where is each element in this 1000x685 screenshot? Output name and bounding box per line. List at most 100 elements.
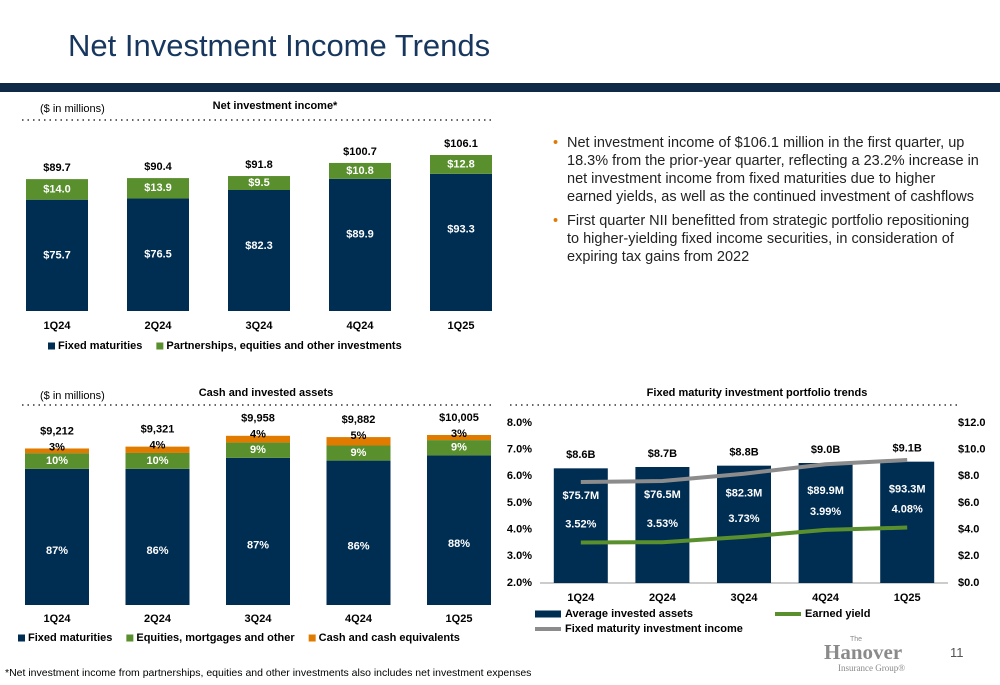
total-label: $100.7 (343, 146, 377, 158)
page-number: 11 (950, 645, 964, 660)
chart-subtitle: ($ in millions) (40, 390, 105, 402)
data-label: $8.7B (648, 448, 677, 460)
data-label: $9.5 (248, 177, 269, 189)
bar-segment (125, 468, 190, 605)
data-label: $89.9M (807, 485, 844, 497)
legend-label: Average invested assets (565, 608, 693, 620)
line (580, 458, 908, 484)
chart-title: Cash and invested assets (199, 387, 334, 399)
bar-segment (226, 442, 290, 458)
total-label: $106.1 (444, 138, 478, 150)
legend-label: Fixed maturities (28, 632, 112, 644)
bar-segment (26, 199, 88, 311)
logo-text: Hanover (824, 640, 903, 664)
bullet-list: Net investment income of $106.1 million … (553, 134, 983, 272)
data-label: $75.7 (43, 250, 71, 262)
line (580, 525, 908, 545)
data-label: $10.8 (346, 165, 374, 177)
chart-subtitle: ($ in millions) (40, 103, 105, 115)
data-label: 86% (146, 545, 168, 557)
data-label: $82.3 (245, 240, 273, 252)
data-label: 9% (351, 447, 367, 459)
data-label: 9% (451, 442, 467, 454)
total-label: $91.8 (245, 159, 273, 171)
legend-swatch (48, 342, 55, 350)
data-label: 3.99% (810, 506, 841, 518)
y2-tick-label: $2.0 (958, 550, 979, 562)
data-label: 87% (247, 539, 269, 551)
bar-segment (25, 448, 89, 454)
data-label: $89.9 (346, 229, 374, 241)
bar-segment (25, 468, 89, 605)
data-label: 88% (448, 538, 470, 550)
bar-segment (326, 437, 391, 446)
bar-segment (430, 155, 492, 174)
total-label: $9,212 (40, 425, 74, 437)
y-tick-label: 8.0% (507, 417, 532, 429)
data-label: $8.6B (566, 449, 595, 461)
y2-tick-label: $8.0 (958, 470, 979, 482)
legend-label: Equities, mortgages and other (136, 632, 295, 644)
y2-tick-label: $0.0 (958, 577, 979, 589)
bar-segment (430, 173, 492, 311)
x-tick-label: 1Q24 (44, 613, 72, 625)
x-tick-label: 3Q24 (731, 592, 759, 604)
data-label: 87% (46, 545, 68, 557)
legend-label: Cash and cash equivalents (319, 632, 460, 644)
legend-swatch (308, 634, 316, 642)
legend-swatch (18, 634, 25, 642)
bar-segment (427, 455, 491, 605)
total-label: $9,882 (342, 414, 376, 426)
x-tick-label: 4Q24 (345, 613, 373, 625)
data-label: $12.8 (447, 158, 475, 170)
logo-text: Insurance Group® (838, 663, 906, 673)
bar-segment (326, 445, 391, 461)
x-tick-label: 3Q24 (245, 613, 273, 625)
legend-label: Fixed maturities (58, 340, 142, 352)
data-label: $76.5 (144, 248, 172, 260)
bar-segment (226, 435, 290, 443)
bullet: Net investment income of $106.1 million … (553, 134, 983, 206)
x-tick-label: 4Q24 (347, 320, 375, 332)
y2-tick-label: $10.0 (958, 444, 986, 456)
data-label: $8.8B (729, 447, 758, 459)
bar-segment (329, 178, 391, 311)
bar-segment (125, 452, 190, 469)
footnote: *Net investment income from partnerships… (5, 667, 532, 679)
data-label: $14.0 (43, 183, 71, 195)
x-tick-label: 1Q25 (448, 320, 475, 332)
data-label: $93.3 (447, 224, 475, 236)
y2-tick-label: $6.0 (958, 497, 979, 509)
bar-segment (228, 189, 290, 311)
bar-segment (26, 179, 88, 200)
total-label: $89.7 (43, 162, 71, 174)
data-label: $82.3M (726, 488, 763, 500)
data-label: 4% (250, 429, 266, 441)
data-label: 3.73% (728, 513, 759, 525)
x-tick-label: 2Q24 (144, 613, 172, 625)
total-label: $90.4 (144, 161, 172, 173)
bar-segment (329, 162, 391, 179)
y-tick-label: 5.0% (507, 497, 532, 509)
header-band (0, 83, 1000, 92)
y-tick-label: 2.0% (507, 577, 532, 589)
bullet: First quarter NII benefitted from strate… (553, 212, 983, 266)
data-label: $93.3M (889, 484, 926, 496)
chart-title: Fixed maturity investment portfolio tren… (647, 387, 868, 399)
total-label: $9,958 (241, 413, 275, 425)
bar-segment (25, 453, 89, 469)
data-label: $9.1B (893, 443, 922, 455)
bar (553, 468, 608, 583)
y-tick-label: 7.0% (507, 444, 532, 456)
data-label: $75.7M (562, 490, 599, 502)
x-tick-label: 1Q24 (567, 592, 595, 604)
bar-segment (127, 198, 189, 311)
slide-title: Net Investment Income Trends (68, 28, 491, 63)
bar-segment (127, 178, 189, 199)
bar-segment (326, 460, 391, 605)
bar (880, 461, 935, 583)
data-label: $76.5M (644, 489, 681, 501)
logo-text: The (850, 636, 863, 643)
legend-label: Partnerships, equities and other investm… (166, 340, 401, 352)
